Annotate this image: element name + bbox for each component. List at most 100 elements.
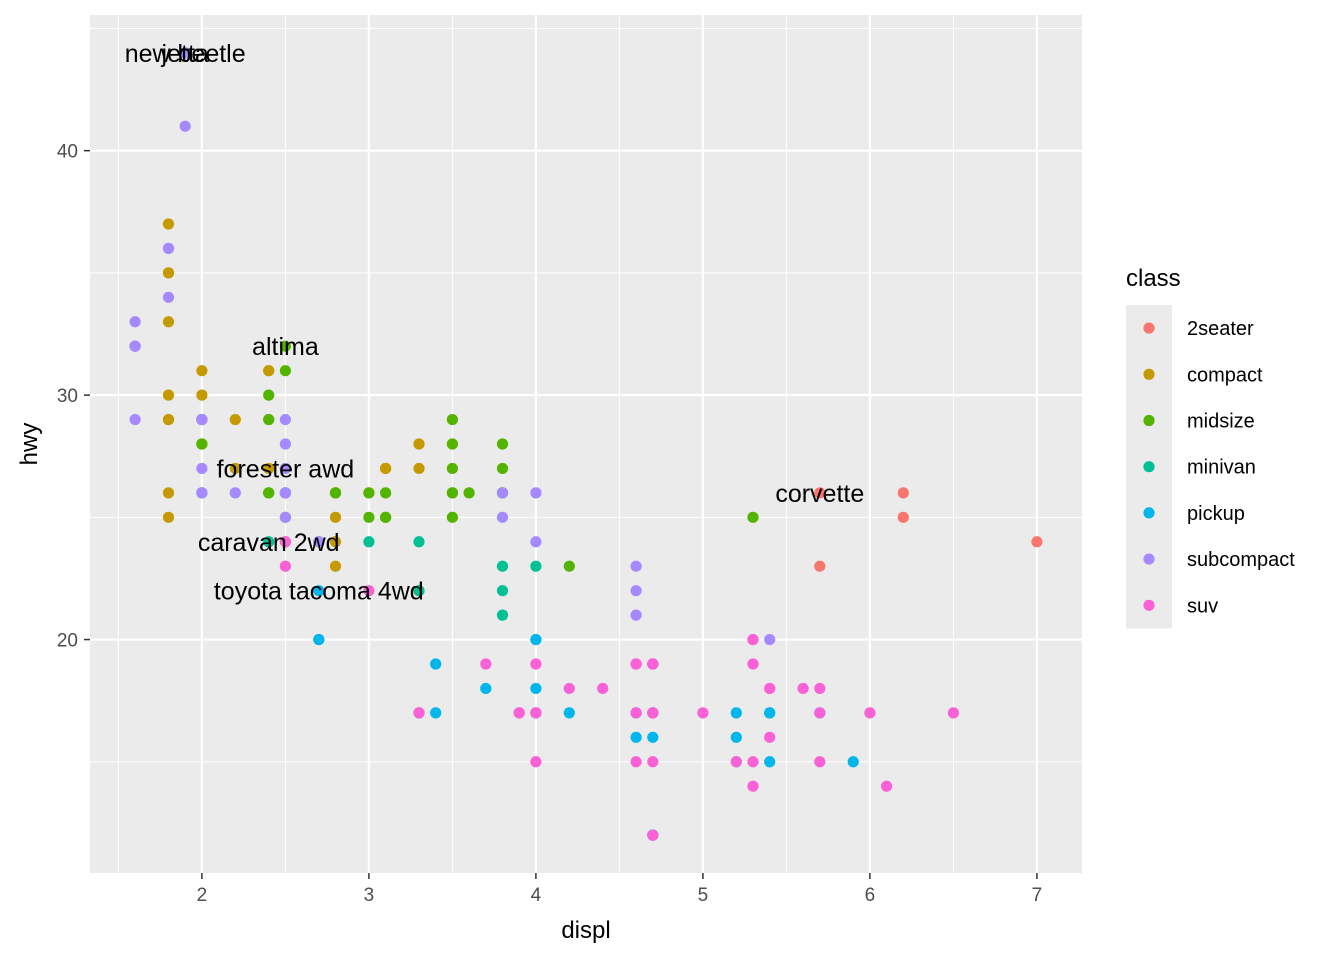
data-point-suv — [630, 756, 642, 768]
legend: class 2seater compact midsize minivan pickup… — [1126, 265, 1295, 629]
data-point-pickup — [764, 756, 776, 768]
data-point-subcompact — [313, 536, 325, 548]
legend-item: compact — [1143, 364, 1263, 386]
data-point-suv — [279, 560, 291, 572]
data-point-subcompact — [279, 487, 291, 499]
data-point-midsize — [363, 511, 375, 523]
data-point-minivan — [496, 585, 509, 597]
legend-items: 2seater compact midsize minivan pickup subcom… — [1143, 318, 1295, 617]
data-point-pickup — [480, 682, 492, 695]
legend-label: suv — [1187, 595, 1218, 617]
x-tick-label: 7 — [1032, 885, 1043, 906]
data-point-midsize — [446, 462, 458, 475]
data-point-subcompact — [162, 291, 175, 303]
data-point-subcompact — [196, 487, 208, 499]
data-point-subcompact — [179, 47, 191, 59]
data-point-compact — [413, 438, 425, 450]
data-point-compact — [196, 389, 208, 401]
data-point-pickup — [430, 658, 442, 670]
annotation-label: altima — [252, 333, 319, 361]
data-point-minivan — [530, 560, 542, 572]
x-tick-label: 5 — [698, 885, 709, 906]
data-point-subcompact — [129, 413, 141, 426]
data-point-subcompact — [196, 462, 208, 475]
data-point-midsize — [363, 487, 375, 499]
data-point-midsize — [329, 487, 342, 499]
annotation-label: jetta — [161, 40, 209, 68]
data-point-minivan — [413, 585, 425, 597]
legend-label: subcompact — [1187, 549, 1295, 571]
data-point-minivan — [263, 536, 275, 548]
data-point-compact — [162, 511, 175, 523]
legend-key-suv — [1143, 599, 1155, 611]
data-point-minivan — [363, 536, 375, 548]
data-point-compact — [196, 365, 208, 377]
major-gridlines — [90, 15, 1082, 873]
legend-key-subcompact — [1143, 553, 1155, 565]
data-point-subcompact — [530, 487, 542, 499]
data-point-subcompact — [630, 609, 642, 621]
data-point-compact — [379, 462, 392, 475]
y-tick-label: 30 — [57, 386, 78, 407]
x-axis-title: displ — [561, 917, 610, 944]
legend-key-midsize — [1143, 414, 1155, 427]
data-point-midsize — [263, 487, 275, 499]
legend-key-2seater — [1143, 322, 1155, 334]
data-point-compact — [413, 462, 425, 475]
data-point-suv — [747, 756, 759, 768]
data-point-minivan — [413, 536, 425, 548]
legend-title: class — [1126, 265, 1181, 292]
data-point-suv — [413, 707, 425, 719]
data-point-subcompact — [764, 633, 776, 646]
data-point-midsize — [463, 487, 475, 499]
data-points — [129, 47, 1043, 841]
legend-item: pickup — [1143, 503, 1245, 525]
data-point-suv — [530, 756, 542, 768]
data-point-subcompact — [630, 560, 642, 572]
data-point-suv — [630, 658, 642, 670]
annotation-label: toyota tacoma 4wd — [214, 578, 424, 606]
data-point-pickup — [764, 707, 776, 719]
data-point-compact — [329, 560, 342, 572]
data-point-pickup — [647, 731, 659, 743]
minor-gridlines — [90, 15, 1082, 873]
data-point-suv — [530, 658, 542, 670]
data-point-midsize — [263, 389, 275, 401]
data-point-midsize — [279, 340, 291, 352]
data-point-suv — [647, 707, 659, 719]
data-point-suv — [747, 658, 759, 670]
data-point-midsize — [446, 413, 458, 426]
data-point-pickup — [730, 731, 742, 743]
data-point-midsize — [196, 438, 208, 450]
data-point-suv — [947, 707, 960, 719]
data-point-compact — [162, 267, 175, 279]
legend-item: 2seater — [1143, 318, 1254, 340]
data-point-compact — [263, 462, 275, 475]
data-point-2seater — [814, 487, 826, 499]
y-tick-label: 40 — [57, 142, 78, 163]
y-axis: 20 30 40 — [57, 142, 90, 652]
data-point-subcompact — [630, 585, 642, 597]
legend-key-pickup — [1143, 507, 1155, 519]
data-point-suv — [513, 707, 525, 719]
x-tick-label: 4 — [531, 885, 542, 906]
data-point-compact — [162, 218, 175, 230]
legend-item: suv — [1143, 595, 1218, 617]
data-point-suv — [764, 682, 776, 695]
data-point-2seater — [897, 487, 909, 499]
data-point-midsize — [379, 511, 392, 523]
legend-label: compact — [1187, 364, 1263, 386]
data-point-suv — [647, 658, 659, 670]
data-point-compact — [229, 462, 241, 475]
data-point-pickup — [630, 731, 642, 743]
plot-panel — [90, 15, 1082, 873]
data-point-pickup — [313, 585, 325, 597]
data-point-2seater — [814, 560, 826, 572]
data-point-midsize — [747, 511, 759, 523]
x-tick-label: 6 — [865, 885, 876, 906]
data-point-compact — [329, 511, 342, 523]
data-point-pickup — [730, 707, 742, 719]
data-point-pickup — [563, 707, 575, 719]
data-point-midsize — [446, 487, 458, 499]
data-point-midsize — [263, 413, 275, 426]
